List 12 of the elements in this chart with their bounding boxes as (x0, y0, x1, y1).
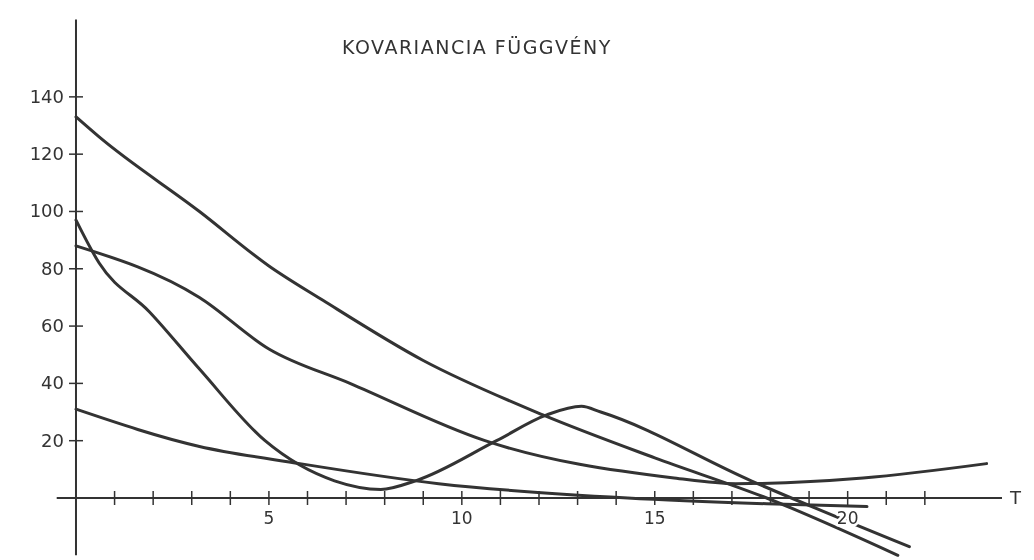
y-tick-label: 40 (41, 372, 64, 394)
y-tick-label: 100 (29, 200, 64, 222)
text: KOVARIANCIA FÜGGVÉNY (342, 36, 612, 58)
y-tick-label: 60 (41, 315, 64, 337)
x-tick-label: 5 (263, 508, 275, 528)
x-tick-label: 10 (451, 508, 473, 528)
x-axis-title: T (1009, 487, 1022, 508)
x-tick-label: 15 (643, 508, 666, 528)
y-tick-label: 20 (41, 429, 64, 451)
y-tick-label: 80 (41, 257, 64, 279)
y-tick-label: 120 (29, 143, 64, 165)
y-tick-label: 140 (29, 85, 64, 107)
